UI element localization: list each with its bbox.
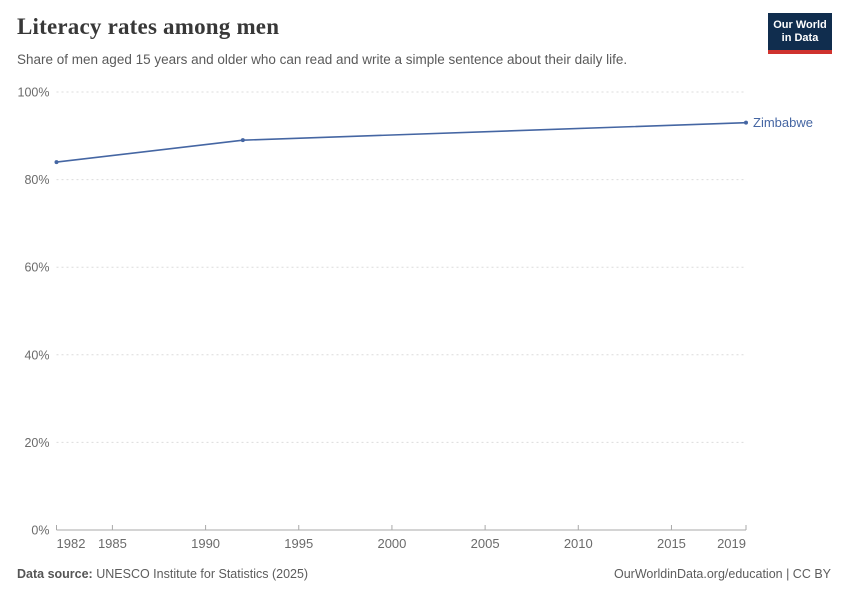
data-point <box>240 138 245 143</box>
x-tick-label: 1982 <box>57 536 86 551</box>
line-chart-svg: 0% 20% 40% 60% 80% 100% 1982 1985 1990 1995 2000 20… <box>18 86 813 552</box>
x-tick-label: 2015 <box>657 536 686 551</box>
data-source: Data source: UNESCO Institute for Statis… <box>17 567 308 581</box>
owid-logo[interactable]: Our World in Data <box>768 13 832 54</box>
y-tick-label: 60% <box>24 261 49 275</box>
page-title: Literacy rates among men <box>17 14 280 39</box>
x-tick-label: 2000 <box>377 536 406 551</box>
x-tick-label: 1995 <box>284 536 313 551</box>
data-line <box>56 121 747 163</box>
data-source-value: UNESCO Institute for Statistics (2025) <box>96 567 309 581</box>
owid-logo-line2: in Data <box>781 32 819 44</box>
x-tick-label: 2010 <box>564 536 593 551</box>
y-tick-label: 80% <box>24 173 49 187</box>
x-tick-label: 1990 <box>191 536 220 551</box>
x-tick-label: 2019 <box>717 536 746 551</box>
owid-logo-line1: Our World <box>773 19 827 31</box>
data-point <box>744 120 748 125</box>
x-tick-label: 1985 <box>98 536 127 551</box>
data-source-label: Data source: <box>17 567 93 581</box>
y-tick-label: 0% <box>31 524 49 538</box>
attribution-link[interactable]: OurWorldinData.org/education | CC BY <box>613 567 831 581</box>
chart-footer: Data source: UNESCO Institute for Statis… <box>0 567 850 581</box>
data-point <box>54 160 59 165</box>
chart-subtitle: Share of men aged 15 years and older who… <box>17 52 628 67</box>
y-tick-label: 20% <box>24 436 49 450</box>
y-tick-label: 40% <box>24 348 49 362</box>
x-tick-label: 2005 <box>471 536 500 551</box>
y-tick-label: 100% <box>18 86 50 100</box>
series-label: Zimbabwe <box>753 115 813 130</box>
